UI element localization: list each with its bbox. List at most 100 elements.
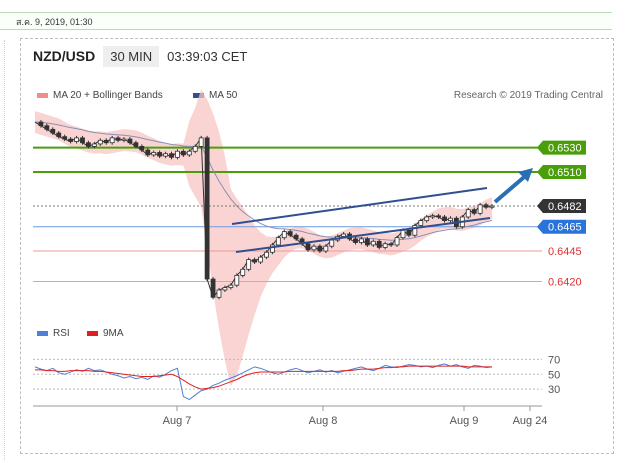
- candle-body: [359, 238, 364, 243]
- level-tag-bg: [537, 199, 586, 214]
- legend-9ma: 9MA: [87, 328, 124, 339]
- candle-body: [97, 139, 103, 145]
- research-credit: Research © 2019 Trading Central: [453, 90, 603, 101]
- legend-ma20: MA 20 + Bollinger Bands: [37, 90, 163, 101]
- candle-body: [370, 240, 376, 246]
- ma9-swatch-icon: [87, 331, 98, 336]
- x-tick-label: Aug 24: [513, 415, 548, 427]
- candle-body: [175, 150, 180, 158]
- level-label: 0.6420: [543, 274, 586, 289]
- candle-body: [489, 205, 495, 208]
- rsi-line: [34, 363, 493, 401]
- candle-body: [281, 231, 287, 239]
- candle-body: [471, 209, 477, 214]
- candle-body: [477, 204, 483, 214]
- rsi-axis: 70 50 30: [33, 354, 560, 396]
- candle-body: [38, 121, 44, 127]
- candle-body: [186, 150, 192, 156]
- candle-body: [388, 243, 394, 246]
- candle-body: [323, 245, 329, 252]
- legend-rsi: RSI: [37, 328, 70, 339]
- candle-body: [68, 138, 74, 142]
- candle-body: [382, 243, 388, 248]
- rsi-tick-label: 30: [548, 384, 560, 396]
- ma20-swatch-icon: [37, 93, 48, 98]
- candle-body: [50, 128, 56, 134]
- candle-body: [109, 137, 115, 144]
- candle-body: [258, 256, 263, 263]
- candle-body: [246, 259, 252, 270]
- candle-body: [448, 217, 453, 222]
- candle-body: [430, 215, 436, 218]
- level-tag-bg: [543, 274, 586, 289]
- level-label: 0.6482: [537, 199, 586, 214]
- candle-body: [44, 125, 50, 130]
- clock-label: 03:39:03 CET: [167, 48, 248, 64]
- candle-body: [400, 229, 406, 239]
- candle-body: [418, 220, 424, 226]
- candle-body: [329, 239, 335, 247]
- channel-lower-trendline: [235, 217, 491, 253]
- level-tag-text: 0.6482: [548, 201, 582, 213]
- level-tag-bg: [537, 140, 586, 155]
- rsi-swatch-icon: [37, 331, 48, 336]
- candle-body: [406, 229, 412, 236]
- candle-body: [91, 143, 97, 147]
- x-ticks: Aug 7 Aug 8 Aug 9 Aug 24: [163, 406, 548, 427]
- price-levels: [33, 146, 542, 282]
- rsi-tick-label: 50: [548, 369, 560, 381]
- candle-body: [240, 268, 246, 276]
- timeframe-button[interactable]: 30 MIN: [103, 45, 160, 67]
- candle-body: [317, 245, 323, 252]
- candle-body: [424, 216, 430, 222]
- candle-body: [151, 152, 157, 156]
- candle-body: [210, 278, 216, 298]
- bollinger-band: [35, 89, 492, 387]
- rsi-tick-label: 70: [548, 354, 560, 366]
- candle-body: [127, 138, 133, 144]
- candle-body: [465, 209, 471, 218]
- ma50-line: [34, 121, 493, 241]
- legend-ma50-label: MA 50: [209, 90, 238, 101]
- level-label: 0.6465: [537, 219, 586, 234]
- candle-body: [436, 215, 441, 218]
- candle-body: [442, 216, 447, 222]
- legend-rsi-label: RSI: [53, 328, 70, 339]
- candle-body: [204, 137, 210, 280]
- candle-body: [287, 231, 293, 236]
- candle-body: [270, 244, 275, 253]
- level-tag-bg: [537, 164, 586, 179]
- x-tick-label: Aug 8: [309, 415, 338, 427]
- level-tag-bg: [543, 244, 586, 259]
- level-label: 0.6445: [543, 244, 586, 259]
- x-tick-label: Aug 7: [163, 415, 192, 427]
- candle-body: [74, 137, 79, 142]
- candle-body: [305, 243, 311, 251]
- candle-body: [198, 137, 204, 147]
- candle-body: [353, 238, 358, 243]
- candle-body: [133, 142, 139, 147]
- candle-body: [394, 237, 400, 246]
- level-tag-bg: [537, 219, 586, 234]
- timestamp-bar: ส.ค. 9, 2019, 01:30: [0, 12, 612, 30]
- candle-body: [311, 245, 317, 251]
- arrow-head-icon: [518, 168, 533, 182]
- left-divider: [4, 40, 6, 460]
- level-tag-text: 0.6510: [548, 167, 582, 179]
- candle-body: [264, 251, 269, 258]
- candle-body: [80, 137, 85, 144]
- level-labels: 0.6530 0.6510 0.6482 0.6465 0.6445 0.6420: [537, 140, 586, 289]
- ma50-swatch-icon: [193, 93, 204, 98]
- candle-body: [228, 284, 234, 288]
- candle-body: [341, 233, 347, 237]
- candle-body: [157, 152, 163, 157]
- level-tag-text: 0.6465: [548, 222, 582, 234]
- symbol-label[interactable]: NZD/USD: [33, 48, 96, 64]
- candle-body: [293, 234, 299, 240]
- legend-ma20-label: MA 20 + Bollinger Bands: [53, 90, 163, 101]
- candle-body: [62, 136, 68, 140]
- level-label: 0.6510: [537, 164, 586, 179]
- timestamp-text: ส.ค. 9, 2019, 01:30: [16, 17, 93, 27]
- chart-header: NZD/USD 30 MIN 03:39:03 CET: [33, 45, 247, 67]
